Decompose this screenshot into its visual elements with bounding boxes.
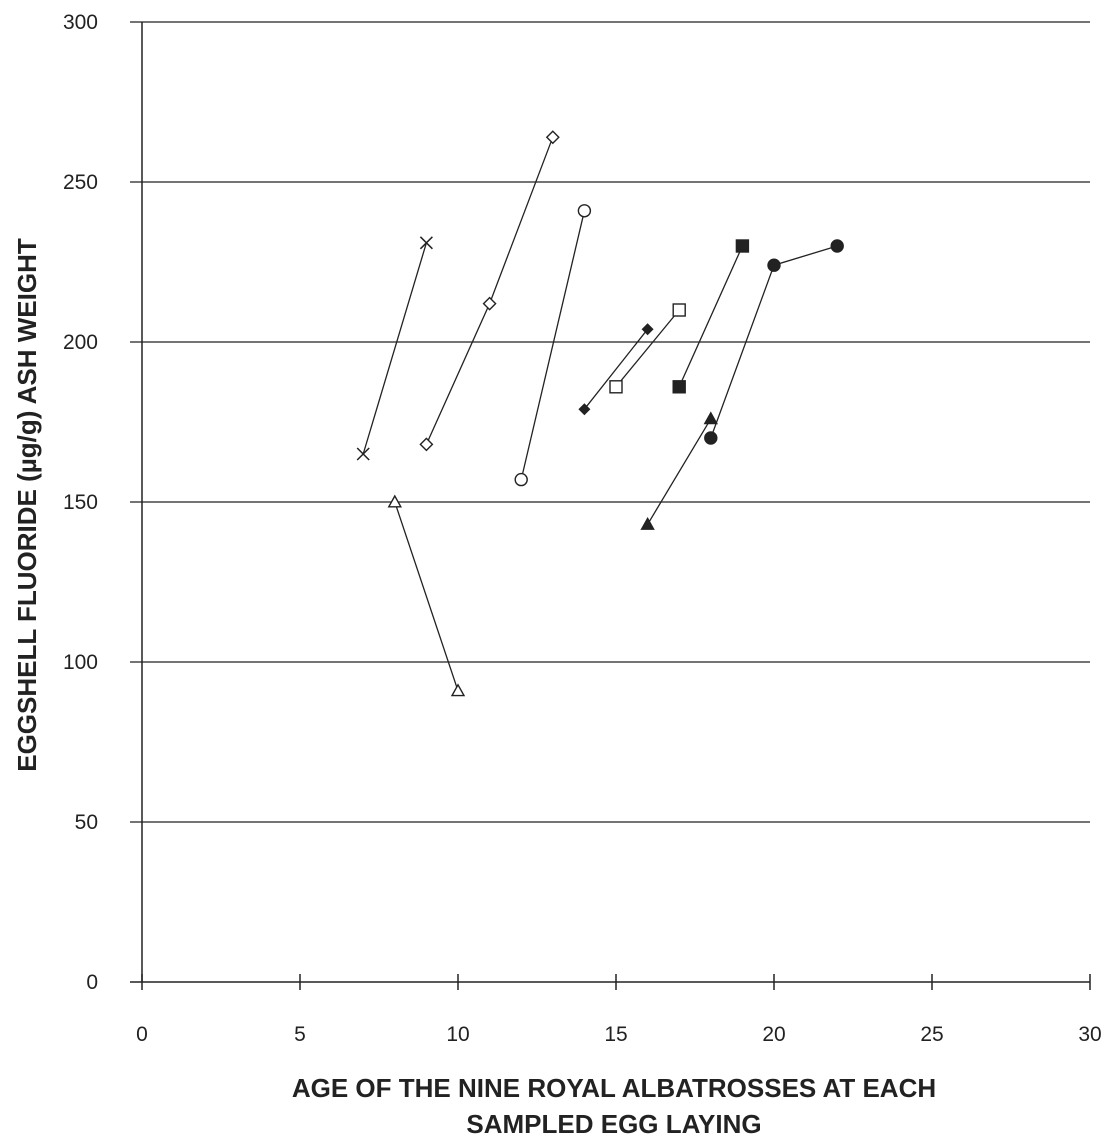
series-7-line: [678, 245, 743, 388]
series-9-point-2: [767, 258, 781, 272]
x-tick-label-20: 20: [762, 1023, 785, 1046]
series-2-point-2: [482, 296, 497, 311]
series-4-circle-open: [514, 204, 592, 487]
series-3-triangle-open: [387, 494, 466, 697]
series-2-diamond-open: [419, 130, 560, 452]
x-axis-title-line-2: SAMPLED EGG LAYING: [466, 1109, 761, 1139]
series-9-point-3: [830, 239, 844, 253]
series-7-square-filled: [672, 239, 750, 394]
series-8-line: [647, 418, 712, 525]
series-1-x: [356, 236, 433, 461]
series-7-point-2: [735, 239, 750, 253]
series-group: [356, 130, 844, 697]
y-tick-label-250: 250: [63, 171, 98, 194]
x-tick-label-0: 0: [136, 1023, 148, 1046]
series-6-point-1: [609, 380, 623, 394]
y-tick-label-100: 100: [63, 651, 98, 674]
series-1-point-1: [356, 447, 370, 461]
series-8-triangle-filled: [640, 411, 718, 530]
series-3-line: [394, 501, 459, 692]
y-tick-labels: 0 50 100 150 200 250 300: [63, 11, 98, 994]
y-tick-label-300: 300: [63, 11, 98, 34]
y-tick-label-200: 200: [63, 331, 98, 354]
series-6-point-2: [672, 303, 686, 317]
x-tick-label-25: 25: [920, 1023, 943, 1046]
gridlines: [130, 21, 1090, 823]
y-tick-label-150: 150: [63, 491, 98, 514]
series-8-point-1: [640, 516, 655, 530]
series-7-point-1: [672, 380, 686, 394]
axes: [130, 22, 1091, 990]
series-5-point-2: [641, 323, 654, 336]
series-1-line: [362, 242, 428, 455]
series-6-line: [615, 309, 680, 388]
y-tick-label-50: 50: [75, 811, 98, 834]
series-4-point-2: [577, 204, 592, 218]
x-tick-label-30: 30: [1078, 1023, 1101, 1046]
series-2-point-3: [545, 130, 560, 145]
series-8-point-2: [703, 411, 718, 425]
series-2-line: [425, 136, 554, 445]
x-tick-label-10: 10: [446, 1023, 469, 1046]
series-2-point-1: [419, 437, 434, 452]
x-axis-title-line-1: AGE OF THE NINE ROYAL ALBATROSSES AT EAC…: [292, 1073, 936, 1103]
series-4-point-1: [514, 472, 528, 487]
series-6-square-open: [609, 303, 686, 394]
series-3-point-1: [387, 494, 402, 508]
series-5-point-1: [578, 403, 591, 416]
y-tick-label-0: 0: [86, 971, 98, 994]
x-tick-label-15: 15: [604, 1023, 627, 1046]
x-tick-labels: 0 5 10 15 20 25 30: [136, 1023, 1102, 1046]
y-axis-title: EGGSHELL FLUORIDE (µg/g) ASH WEIGHT: [12, 238, 42, 772]
series-4-line: [520, 210, 586, 480]
series-9-circle-filled: [704, 239, 844, 445]
series-1-point-2: [419, 236, 433, 250]
x-tick-label-5: 5: [294, 1023, 306, 1046]
series-5-line: [583, 328, 649, 410]
series-9-point-1: [704, 431, 718, 445]
series-3-point-2: [450, 683, 466, 697]
series-5-diamond-filled: [578, 323, 654, 416]
